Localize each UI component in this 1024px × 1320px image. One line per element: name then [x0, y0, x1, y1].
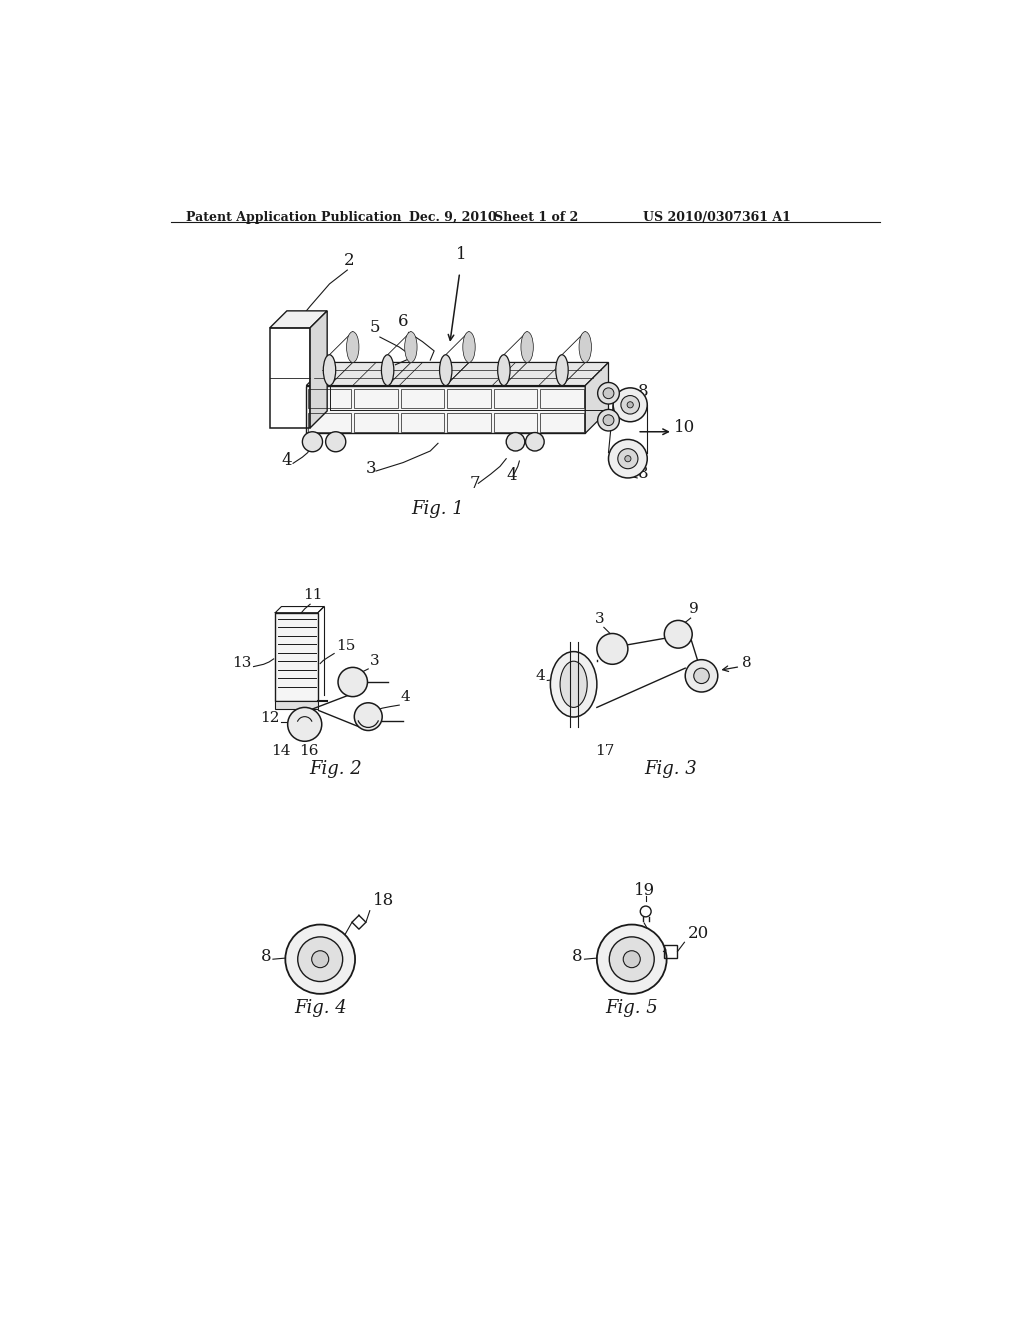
- Text: 4: 4: [506, 467, 517, 484]
- Ellipse shape: [624, 950, 640, 968]
- Ellipse shape: [506, 433, 524, 451]
- Ellipse shape: [613, 388, 647, 422]
- Polygon shape: [586, 363, 608, 433]
- Ellipse shape: [439, 355, 452, 385]
- Bar: [354, 389, 397, 408]
- Ellipse shape: [404, 331, 417, 363]
- Text: 18: 18: [373, 892, 394, 909]
- Ellipse shape: [625, 455, 631, 462]
- Text: 4: 4: [400, 690, 411, 705]
- Ellipse shape: [597, 634, 628, 664]
- Text: 9: 9: [689, 602, 698, 615]
- Bar: [541, 389, 584, 408]
- Ellipse shape: [665, 620, 692, 648]
- Text: 8: 8: [261, 948, 271, 965]
- Text: 8: 8: [638, 383, 648, 400]
- Text: Dec. 9, 2010: Dec. 9, 2010: [409, 211, 497, 224]
- Ellipse shape: [298, 937, 343, 982]
- Ellipse shape: [598, 383, 620, 404]
- Ellipse shape: [693, 668, 710, 684]
- Text: Sheet 1 of 2: Sheet 1 of 2: [494, 211, 579, 224]
- Ellipse shape: [579, 331, 592, 363]
- Bar: [308, 389, 351, 408]
- Bar: [400, 413, 444, 433]
- Ellipse shape: [324, 355, 336, 385]
- Ellipse shape: [603, 388, 614, 399]
- Bar: [494, 413, 538, 433]
- Ellipse shape: [621, 396, 640, 414]
- Text: 17: 17: [595, 744, 614, 758]
- Text: 7: 7: [470, 475, 480, 492]
- Bar: [275, 612, 317, 701]
- Bar: [664, 945, 678, 958]
- Ellipse shape: [286, 924, 355, 994]
- Text: 16: 16: [299, 744, 318, 758]
- Ellipse shape: [525, 433, 544, 451]
- Text: 12: 12: [260, 711, 280, 725]
- Ellipse shape: [498, 355, 510, 385]
- Text: 4: 4: [536, 669, 545, 684]
- Bar: [447, 413, 490, 433]
- Bar: [308, 413, 351, 433]
- Polygon shape: [310, 312, 328, 428]
- Text: 19: 19: [634, 882, 654, 899]
- Text: Patent Application Publication: Patent Application Publication: [186, 211, 401, 224]
- Bar: [306, 385, 586, 433]
- Ellipse shape: [338, 668, 368, 697]
- Text: 6: 6: [398, 313, 409, 330]
- Ellipse shape: [609, 937, 654, 982]
- Ellipse shape: [608, 440, 647, 478]
- Text: 15: 15: [336, 639, 355, 652]
- Bar: [447, 389, 490, 408]
- Text: 5: 5: [370, 318, 380, 335]
- Text: 4: 4: [282, 451, 292, 469]
- Ellipse shape: [685, 660, 718, 692]
- Ellipse shape: [550, 652, 597, 717]
- Ellipse shape: [326, 432, 346, 451]
- Ellipse shape: [556, 355, 568, 385]
- Text: 2: 2: [344, 252, 354, 269]
- Bar: [270, 327, 310, 428]
- Text: 20: 20: [687, 924, 709, 941]
- Text: 11: 11: [303, 587, 323, 602]
- Text: 3: 3: [366, 459, 376, 477]
- Ellipse shape: [463, 331, 475, 363]
- Ellipse shape: [354, 702, 382, 730]
- Ellipse shape: [597, 924, 667, 994]
- Text: 13: 13: [232, 656, 252, 669]
- Text: Fig. 5: Fig. 5: [605, 999, 658, 1018]
- Ellipse shape: [346, 331, 359, 363]
- Text: 3: 3: [594, 611, 604, 626]
- Ellipse shape: [598, 409, 620, 430]
- Polygon shape: [306, 363, 608, 385]
- Text: 8: 8: [572, 948, 583, 965]
- Text: 8: 8: [638, 465, 648, 482]
- Text: 14: 14: [271, 744, 291, 758]
- Bar: [354, 413, 397, 433]
- Ellipse shape: [311, 950, 329, 968]
- Text: 8: 8: [741, 656, 752, 669]
- Ellipse shape: [560, 661, 587, 708]
- Ellipse shape: [381, 355, 394, 385]
- Ellipse shape: [521, 331, 534, 363]
- Bar: [400, 389, 444, 408]
- Ellipse shape: [603, 414, 614, 425]
- Bar: [541, 413, 584, 433]
- Text: 3: 3: [370, 655, 380, 668]
- Text: Fig. 1: Fig. 1: [412, 500, 464, 519]
- Text: 1: 1: [456, 246, 467, 263]
- Bar: [275, 701, 317, 709]
- Text: Fig. 3: Fig. 3: [644, 760, 697, 779]
- Text: Fig. 4: Fig. 4: [294, 999, 346, 1018]
- Text: 10: 10: [675, 418, 695, 436]
- Polygon shape: [270, 312, 328, 327]
- Ellipse shape: [302, 432, 323, 451]
- Text: US 2010/0307361 A1: US 2010/0307361 A1: [643, 211, 792, 224]
- Bar: [494, 389, 538, 408]
- Ellipse shape: [288, 708, 322, 742]
- Ellipse shape: [617, 449, 638, 469]
- Ellipse shape: [627, 401, 633, 408]
- Text: Fig. 2: Fig. 2: [309, 760, 362, 779]
